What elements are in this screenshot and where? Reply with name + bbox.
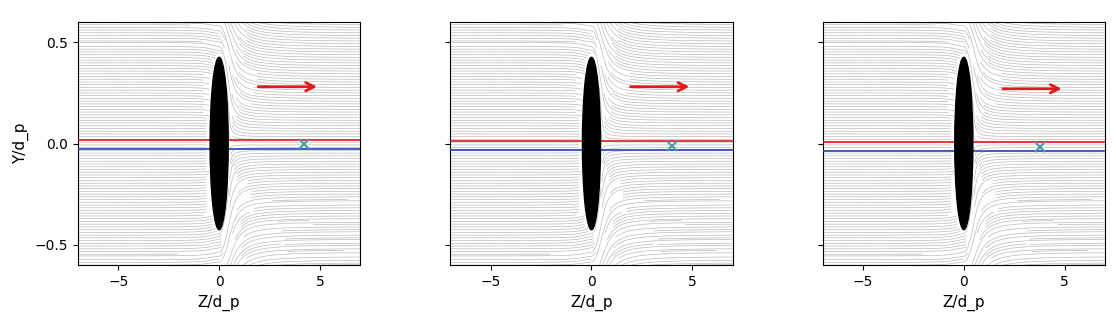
Y-axis label: Y/d_p: Y/d_p [13,123,29,164]
Ellipse shape [955,57,973,230]
X-axis label: Z/d_p: Z/d_p [570,295,613,311]
Ellipse shape [583,57,600,230]
Ellipse shape [210,57,228,230]
X-axis label: Z/d_p: Z/d_p [198,295,240,311]
X-axis label: Z/d_p: Z/d_p [943,295,985,311]
